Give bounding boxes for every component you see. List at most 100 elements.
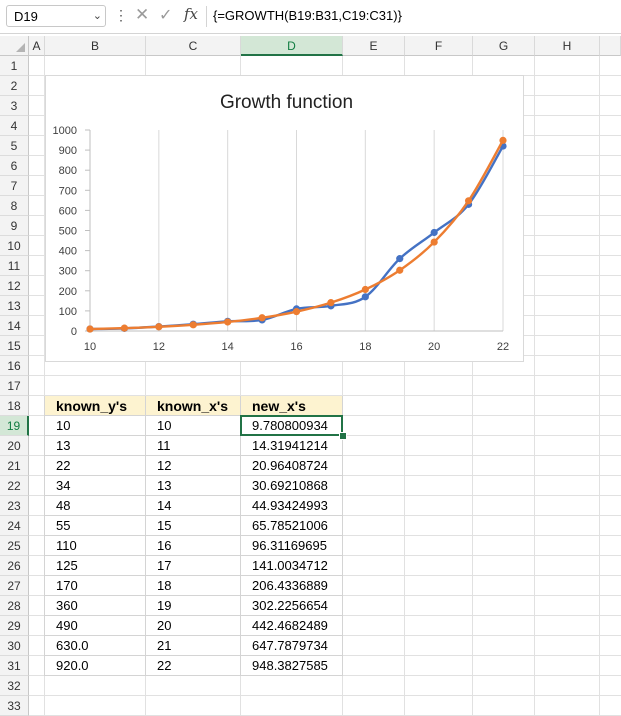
- enter-icon[interactable]: ✓: [159, 7, 173, 24]
- table-cell[interactable]: 442.4682489: [241, 616, 343, 636]
- series-2-point: [155, 323, 163, 331]
- row-header-9[interactable]: 9: [0, 216, 29, 236]
- column-header-filler: [600, 36, 621, 56]
- table-cell[interactable]: 14.31941214: [241, 436, 343, 456]
- column-header-c[interactable]: C: [146, 36, 241, 56]
- table-cell[interactable]: 30.69210868: [241, 476, 343, 496]
- table-cell[interactable]: 16: [146, 536, 241, 556]
- table-cell[interactable]: 13: [146, 476, 241, 496]
- table-header-cell[interactable]: new_x's: [241, 396, 343, 416]
- row-header-27[interactable]: 27: [0, 576, 29, 596]
- fill-handle[interactable]: [339, 432, 347, 440]
- row-header-19[interactable]: 19: [0, 416, 29, 436]
- column-header-b[interactable]: B: [45, 36, 146, 56]
- row-header-31[interactable]: 31: [0, 656, 29, 676]
- table-cell[interactable]: 15: [146, 516, 241, 536]
- table-cell[interactable]: 13: [45, 436, 146, 456]
- table-cell[interactable]: 647.7879734: [241, 636, 343, 656]
- row-header-7[interactable]: 7: [0, 176, 29, 196]
- row-header-5[interactable]: 5: [0, 136, 29, 156]
- table-cell[interactable]: 20.96408724: [241, 456, 343, 476]
- table-cell[interactable]: 10: [146, 416, 241, 436]
- row-header-26[interactable]: 26: [0, 556, 29, 576]
- table-header-cell[interactable]: known_y's: [45, 396, 146, 416]
- table-cell[interactable]: 96.31169695: [241, 536, 343, 556]
- table-cell[interactable]: 20: [146, 616, 241, 636]
- chevron-down-icon[interactable]: ⌄: [92, 10, 102, 22]
- row-header-21[interactable]: 21: [0, 456, 29, 476]
- table-cell[interactable]: 206.4336889: [241, 576, 343, 596]
- row-header-3[interactable]: 3: [0, 96, 29, 116]
- table-cell[interactable]: 18: [146, 576, 241, 596]
- table-cell[interactable]: 10: [45, 416, 146, 436]
- row-header-20[interactable]: 20: [0, 436, 29, 456]
- table-cell[interactable]: 12: [146, 456, 241, 476]
- table-cell[interactable]: 21: [146, 636, 241, 656]
- table-cell[interactable]: 920.0: [45, 656, 146, 676]
- formula-input[interactable]: {=GROWTH(B19:B31,C19:C31)}: [213, 8, 402, 23]
- row-header-10[interactable]: 10: [0, 236, 29, 256]
- chart[interactable]: Growth function 10 12 14 16 18 20 22 0 100 200 300 4…: [45, 75, 524, 362]
- row-header-16[interactable]: 16: [0, 356, 29, 376]
- row-header-11[interactable]: 11: [0, 256, 29, 276]
- y-tick-label: 200: [59, 286, 77, 298]
- table-cell[interactable]: 948.3827585: [241, 656, 343, 676]
- table-cell[interactable]: 17: [146, 556, 241, 576]
- table-cell[interactable]: 110: [45, 536, 146, 556]
- row-header-22[interactable]: 22: [0, 476, 29, 496]
- column-header-a[interactable]: A: [29, 36, 45, 56]
- row-header-30[interactable]: 30: [0, 636, 29, 656]
- row-header-13[interactable]: 13: [0, 296, 29, 316]
- row-header-29[interactable]: 29: [0, 616, 29, 636]
- table-cell[interactable]: 141.0034712: [241, 556, 343, 576]
- row-header-4[interactable]: 4: [0, 116, 29, 136]
- table-cell[interactable]: 9.780800934: [241, 416, 343, 436]
- table-cell[interactable]: 490: [45, 616, 146, 636]
- row-header-8[interactable]: 8: [0, 196, 29, 216]
- row-header-23[interactable]: 23: [0, 496, 29, 516]
- table-cell[interactable]: 55: [45, 516, 146, 536]
- select-all-button[interactable]: [0, 36, 29, 56]
- table-cell[interactable]: 170: [45, 576, 146, 596]
- table-cell[interactable]: 48: [45, 496, 146, 516]
- row-header-17[interactable]: 17: [0, 376, 29, 396]
- row-header-25[interactable]: 25: [0, 536, 29, 556]
- table-cell[interactable]: 125: [45, 556, 146, 576]
- gridline-vertical: [44, 56, 45, 716]
- table-cell[interactable]: 65.78521006: [241, 516, 343, 536]
- row-header-18[interactable]: 18: [0, 396, 29, 416]
- column-header-g[interactable]: G: [473, 36, 535, 56]
- table-cell[interactable]: 22: [45, 456, 146, 476]
- table-cell[interactable]: 44.93424993: [241, 496, 343, 516]
- active-cell-border[interactable]: [240, 415, 343, 436]
- column-header-h[interactable]: H: [535, 36, 600, 56]
- row-header-6[interactable]: 6: [0, 156, 29, 176]
- table-cell[interactable]: 22: [146, 656, 241, 676]
- column-header-d[interactable]: D: [241, 36, 343, 56]
- row-header-24[interactable]: 24: [0, 516, 29, 536]
- name-box[interactable]: D19 ⌄: [6, 5, 106, 27]
- table-cell[interactable]: 11: [146, 436, 241, 456]
- row-header-1[interactable]: 1: [0, 56, 29, 76]
- cancel-icon[interactable]: ✕: [135, 5, 150, 24]
- table-cell[interactable]: 34: [45, 476, 146, 496]
- table-cell[interactable]: 302.2256654: [241, 596, 343, 616]
- row-header-33[interactable]: 33: [0, 696, 29, 716]
- table-header-cell[interactable]: known_x's: [146, 396, 241, 416]
- series-2-point: [258, 314, 266, 322]
- row-header-28[interactable]: 28: [0, 596, 29, 616]
- column-header-f[interactable]: F: [405, 36, 473, 56]
- more-options-icon[interactable]: ⋮: [114, 7, 128, 23]
- row-header-14[interactable]: 14: [0, 316, 29, 336]
- table-cell[interactable]: 19: [146, 596, 241, 616]
- y-tick-label: 800: [59, 165, 77, 177]
- table-cell[interactable]: 630.0: [45, 636, 146, 656]
- insert-function-icon[interactable]: fx: [184, 5, 199, 23]
- row-header-12[interactable]: 12: [0, 276, 29, 296]
- column-header-e[interactable]: E: [343, 36, 405, 56]
- row-header-32[interactable]: 32: [0, 676, 29, 696]
- table-cell[interactable]: 360: [45, 596, 146, 616]
- row-header-15[interactable]: 15: [0, 336, 29, 356]
- table-cell[interactable]: 14: [146, 496, 241, 516]
- row-header-2[interactable]: 2: [0, 76, 29, 96]
